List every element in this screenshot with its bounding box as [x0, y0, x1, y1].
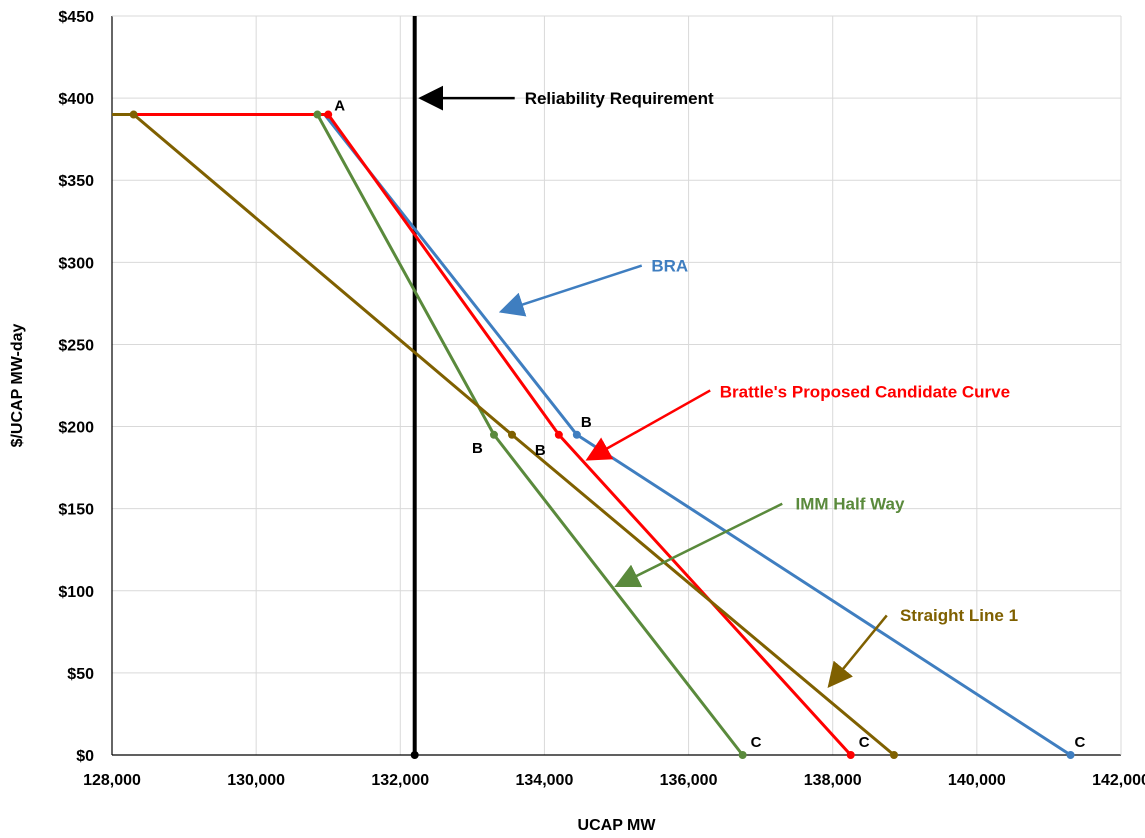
x-tick-label: 128,000	[83, 772, 141, 789]
series-point-imm	[313, 110, 322, 119]
x-tick-label: 130,000	[227, 772, 285, 789]
series-line-straight	[112, 113, 895, 757]
reliability-requirement-marker	[410, 751, 419, 759]
series-point-bra	[1066, 751, 1075, 759]
point-label: B	[535, 442, 546, 459]
annotation-arrow-straight	[827, 614, 888, 688]
series-point-brattle	[554, 430, 563, 439]
y-axis-title: $/UCAP MW-day	[9, 323, 26, 447]
series-point-imm	[489, 430, 498, 439]
x-tick-label: 138,000	[804, 772, 862, 789]
x-tick-label: 134,000	[516, 772, 574, 789]
point-label: B	[581, 414, 592, 431]
series-point-straight	[129, 110, 138, 119]
series-point-brattle	[324, 110, 333, 119]
series-line-brattle	[112, 113, 852, 757]
series-point-imm	[738, 751, 747, 759]
y-tick-label: $0	[76, 748, 94, 765]
point-labels: A B B B C C C	[334, 98, 1085, 751]
annotation-arrow-brattle	[585, 389, 711, 461]
point-label: A	[334, 98, 345, 115]
y-tick-label: $350	[58, 173, 94, 190]
series-line-imm	[316, 113, 744, 756]
reliability-requirement-label: Reliability Requirement	[525, 89, 714, 108]
y-tick-label: $450	[58, 9, 94, 26]
y-tick-label: $200	[58, 420, 94, 437]
point-label: B	[472, 440, 483, 457]
axes	[111, 15, 1122, 756]
x-tick-label: 132,000	[371, 772, 429, 789]
x-tick-label: 142,000	[1092, 772, 1145, 789]
annotation-label-brattle: Brattle's Proposed Candidate Curve	[720, 383, 1010, 402]
tick-labels: 128,000 130,000 132,000 134,000 136,000 138,0…	[58, 9, 1145, 789]
y-tick-label: $50	[67, 666, 94, 683]
y-tick-label: $250	[58, 337, 94, 354]
x-tick-label: 140,000	[948, 772, 1006, 789]
annotation-arrow-imm	[614, 502, 783, 588]
series-point-straight	[507, 430, 516, 439]
y-tick-label: $150	[58, 502, 94, 519]
annotation-arrow-bra	[498, 264, 643, 317]
y-tick-label: $300	[58, 255, 94, 272]
point-label: C	[859, 734, 870, 751]
annotation-label-imm: IMM Half Way	[795, 494, 904, 513]
annotation-label-bra: BRA	[651, 256, 688, 275]
series-point-brattle	[846, 751, 855, 759]
x-tick-label: 136,000	[660, 772, 718, 789]
y-tick-label: $400	[58, 91, 94, 108]
series-lines	[112, 110, 1075, 759]
series-point-straight	[889, 751, 898, 759]
y-tick-label: $100	[58, 584, 94, 601]
point-label: C	[751, 734, 762, 751]
reliability-requirement: Reliability Requirement	[410, 16, 714, 759]
point-label: C	[1075, 734, 1086, 751]
annotations: BRA Brattle's Proposed Candidate Curve IMM…	[498, 256, 1018, 688]
x-axis-title: UCAP MW	[578, 817, 657, 834]
series-point-bra	[572, 430, 581, 439]
annotation-label-straight: Straight Line 1	[900, 606, 1018, 625]
